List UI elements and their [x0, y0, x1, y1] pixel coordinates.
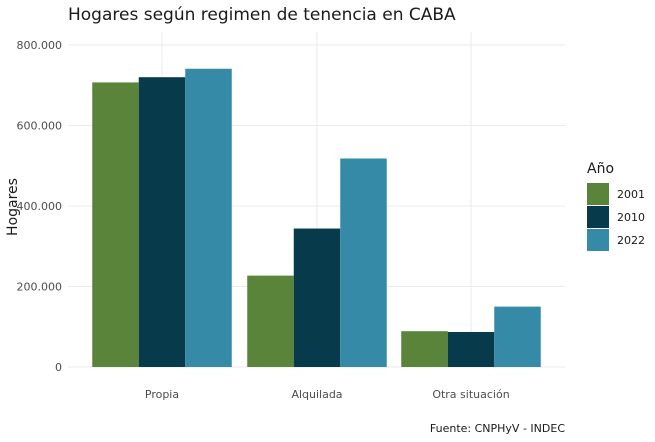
y-tick-label: 400.000	[17, 200, 63, 213]
x-tick-labels: Propia Alquilada Otra situación	[145, 388, 510, 401]
legend-label: 2010	[617, 211, 645, 224]
legend: Año 2001 2010 2022	[587, 161, 645, 251]
source-caption: Fuente: CNPHyV - INDEC	[430, 422, 565, 435]
bar-2010	[293, 228, 341, 367]
legend-label: 2001	[617, 188, 645, 201]
chart-title: Hogares según regimen de tenencia en CAB…	[68, 5, 456, 25]
x-tick-label: Alquilada	[291, 388, 342, 401]
y-axis-title: Hogares	[5, 178, 21, 236]
bars	[92, 68, 541, 368]
legend-swatch-2022	[587, 229, 609, 251]
bar-2022	[494, 306, 541, 367]
bar-2010	[138, 77, 186, 367]
bar-2001	[401, 331, 448, 367]
y-tick-label: 200.000	[17, 281, 63, 294]
bar-2010	[447, 331, 495, 367]
y-tick-label: 0	[55, 361, 62, 374]
x-tick-label: Propia	[145, 388, 179, 401]
y-tick-labels: 0 200.000 400.000 600.000 800.000	[17, 39, 63, 374]
legend-title: Año	[587, 161, 614, 177]
y-tick-label: 600.000	[17, 120, 63, 133]
legend-swatch-2001	[587, 183, 609, 205]
bar-2001	[92, 82, 139, 368]
legend-swatch-2010	[587, 206, 609, 228]
y-tick-label: 800.000	[17, 39, 63, 52]
bar-2022	[340, 158, 387, 367]
bar-2001	[247, 275, 294, 367]
x-tick-label: Otra situación	[432, 388, 509, 401]
legend-label: 2022	[617, 234, 645, 247]
bar-2022	[185, 68, 232, 367]
